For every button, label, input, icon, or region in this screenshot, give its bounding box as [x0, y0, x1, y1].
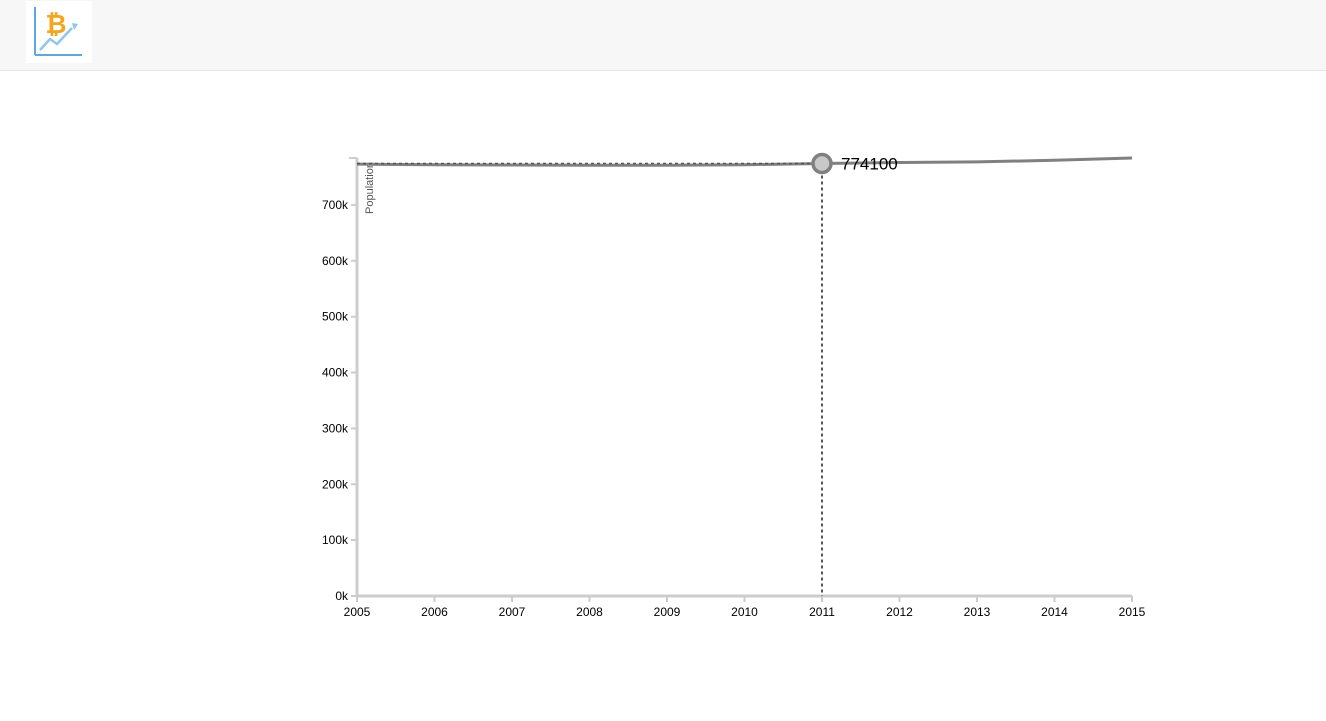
focus-marker[interactable] [811, 152, 833, 175]
x-tick-label: 2010 [731, 605, 758, 619]
y-tick-label: 600k [322, 254, 349, 268]
y-tick-label: 500k [322, 310, 349, 324]
x-tick-label: 2011 [809, 605, 835, 619]
x-tick-label: 2014 [1041, 605, 1068, 619]
x-tick-label: 2009 [654, 605, 681, 619]
y-tick-label: 700k [322, 198, 349, 212]
bitcoin-logo-icon[interactable]: ₿ [26, 1, 92, 63]
series-line-population[interactable] [356, 156, 1133, 167]
x-tick-label: 2015 [1119, 605, 1146, 619]
x-tick-label: 2007 [499, 605, 526, 619]
data-point[interactable] [1052, 157, 1058, 163]
focus-value-label: 774100 [841, 155, 898, 174]
svg-text:₿: ₿ [45, 9, 66, 39]
x-tick-label: 2012 [886, 605, 913, 619]
y-axis-title: Population [364, 162, 376, 214]
x-tick-label: 2005 [344, 605, 371, 619]
y-tick-label: 400k [322, 366, 349, 380]
x-tick-label: 2008 [576, 605, 603, 619]
population-line-chart[interactable]: 0k 100k 200k 300k 400k 500k 600k 700k 2005 2006 20… [0, 71, 1326, 716]
y-tick-label: 0k [335, 589, 349, 603]
y-tick-label: 200k [322, 477, 349, 491]
top-bar: ₿ [0, 0, 1326, 71]
bitcoin-chart-logo-graphic: ₿ [34, 7, 82, 56]
x-tick-label: 2013 [964, 605, 991, 619]
data-point[interactable] [1129, 155, 1135, 161]
x-tick-label: 2006 [421, 605, 448, 619]
data-point[interactable] [432, 162, 438, 168]
data-point[interactable] [974, 159, 980, 165]
data-point[interactable] [742, 162, 748, 168]
chart-area: 0k 100k 200k 300k 400k 500k 600k 700k 2005 2006 20… [0, 71, 1326, 716]
y-tick-label: 100k [322, 533, 349, 547]
y-tick-label: 300k [322, 421, 349, 435]
